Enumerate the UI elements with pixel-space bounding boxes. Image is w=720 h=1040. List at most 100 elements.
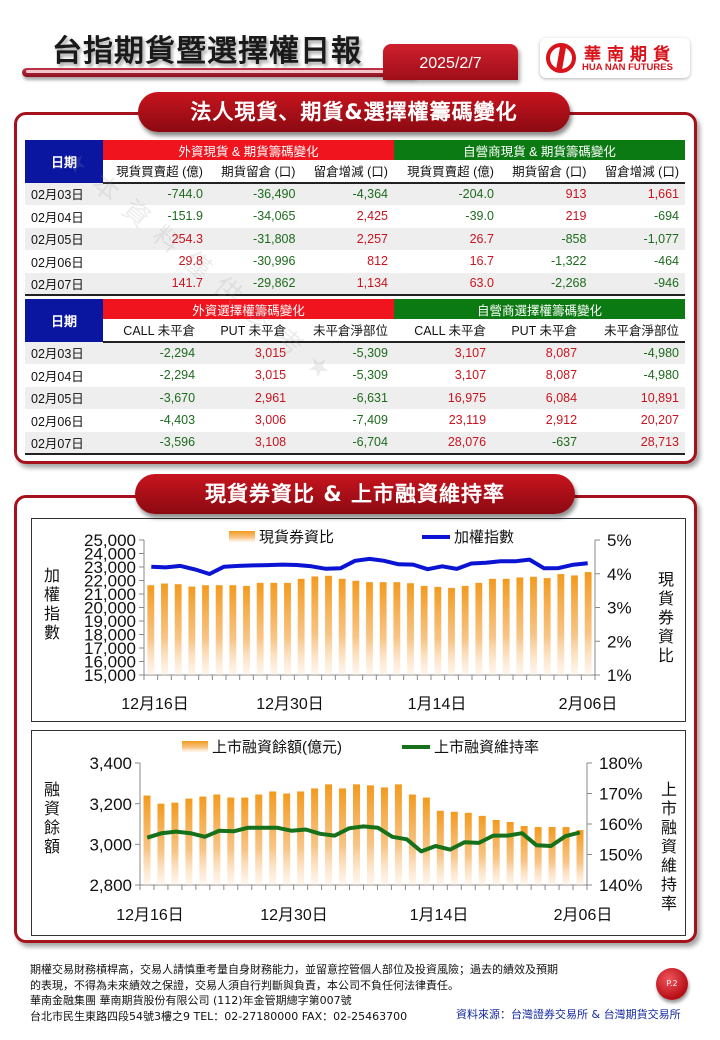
y-tick-right: 2% [607,632,632,651]
table-cell: 26.7 [393,227,500,250]
line-series [151,556,588,576]
table-row: 02月05日 -3,670 2,961 -6,631 16,975 6,084 10,891 [25,386,685,409]
y-tick-right: 1% [607,666,632,685]
table-cell: -4,364 [301,182,394,205]
bar [393,582,401,675]
bar [422,797,430,885]
y-tick-right: 160% [599,815,642,834]
table-cell: -30,996 [208,250,302,273]
bar [584,572,592,675]
row-date: 02月04日 [25,205,103,228]
svg-text:融: 融 [44,781,60,799]
bar [229,585,237,675]
bar [534,827,542,885]
svg-text:持: 持 [661,876,677,894]
column-header: 期貨留倉 (口) [499,160,593,184]
y-tick-left: 19,000 [84,612,136,631]
bar [188,586,196,675]
svg-text:維: 維 [661,857,677,875]
column-header: 未平倉淨部位 [583,319,685,343]
bar [338,578,346,675]
table-cell: 10,891 [583,386,685,409]
chart1-svg: 15,00016,00017,00018,00019,00020,00021,0… [44,529,674,713]
bar [543,578,551,675]
bar [143,795,151,885]
legend-bar-label: 現貨券資比 [259,529,334,546]
table-cell: -464 [592,250,685,273]
table-row: 02月06日 29.8 -30,996 812 16.7 -1,322 -464 [25,250,685,273]
bar [147,585,155,675]
bar [478,815,486,885]
company-address: 台北市民生東路四段54號3樓之9 TEL：02-27180000 FAX：02-… [30,1009,408,1023]
table-cell: 3,015 [201,341,293,364]
svg-text:市: 市 [661,800,677,818]
column-header: CALL 未平倉 [103,319,202,343]
table-cell: -39.0 [393,205,500,228]
y-tick-left: 23,000 [84,558,136,577]
y-tick-right: 140% [599,876,642,895]
table-cell: -5,309 [292,364,394,387]
bar [379,582,387,675]
table-cell: -31,808 [208,227,302,250]
column-header: CALL 未平倉 [393,319,493,343]
table-cell: -1,322 [499,250,593,273]
y-tick-left: 3,200 [89,795,132,814]
bar [339,788,347,885]
column-header: PUT 未平倉 [492,319,584,343]
margin-balance-chart: 2,800 3,000 3,200 3,400 140% 150% 160% 170% 180%… [31,730,686,936]
svg-text:融: 融 [661,819,677,837]
bar [557,574,565,675]
table-cell: -5,309 [292,341,394,364]
table-cell: -1,077 [592,227,685,250]
date-header: 日期 [25,299,103,342]
x-tick-label: 1月14日 [410,907,469,924]
data-source: 資料來源：台灣證券交易所 & 台灣期貨交易所 [456,1008,681,1021]
bar [434,586,442,675]
bar [380,787,388,885]
table-row: 02月05日 254.3 -31,808 2,257 26.7 -858 -1,077 [25,227,685,250]
svg-text:數: 數 [44,624,60,642]
table-cell: -2,268 [499,272,593,296]
bar [506,821,514,885]
bar [464,812,472,885]
bar [297,791,305,885]
bar [243,585,250,675]
table-cell: -6,704 [292,431,394,455]
bar [448,587,455,675]
table-cell: 3,006 [201,409,293,432]
svg-text:上: 上 [661,781,677,799]
legend-bar-swatch [229,531,255,542]
y-tick-left: 16,000 [84,653,136,672]
table-cell: 8,087 [492,341,584,364]
table-cell: -36,490 [208,182,302,205]
table-row: 02月04日 -151.9 -34,065 2,425 -39.0 219 -694 [25,205,685,228]
y-tick-right: 170% [599,785,642,804]
bar [227,797,235,885]
row-date: 02月07日 [25,272,103,296]
date-header: 日期 [25,140,103,183]
table-row: 02月06日 -4,403 3,006 -7,409 23,119 2,912 20,207 [25,409,685,432]
bar [571,575,578,675]
table-row: 02月03日 -2,294 3,015 -5,309 3,107 8,087 -4,980 [25,341,685,364]
page-badge: P.2 [656,968,688,1000]
bar [311,788,319,885]
y-tick-left: 2,800 [89,876,132,895]
dealer-group-header: 自營商選擇權籌碼變化 [393,299,685,319]
logo-cn-text: 華南期貨 [584,45,676,65]
bar [311,576,319,675]
svg-text:加: 加 [44,567,60,585]
section-title-margin: 現貨券資比 & 上市融資維持率 [135,474,575,514]
logo-icon [546,43,576,73]
table-row: 02月04日 -2,294 3,015 -5,309 3,107 8,087 -4,980 [25,364,685,387]
svg-text:資: 資 [658,628,674,646]
bar [171,802,179,885]
table-cell: 8,087 [492,364,584,387]
table-cell: -7,409 [292,409,394,432]
row-date: 02月03日 [25,341,103,364]
table-cell: -3,596 [103,431,202,455]
table-cell: -946 [592,272,685,296]
dealer-group-header: 自營商現貨 & 期貨籌碼變化 [393,140,685,160]
svg-text:貨: 貨 [658,590,674,608]
table-cell: 29.8 [103,250,209,273]
bar [157,803,165,885]
